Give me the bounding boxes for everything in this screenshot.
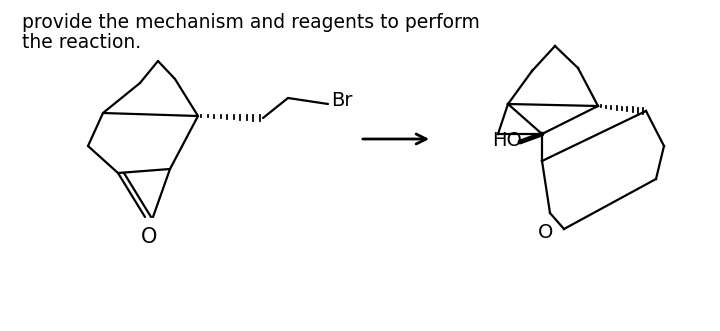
Text: Br: Br xyxy=(331,90,353,110)
Text: O: O xyxy=(141,227,157,247)
Text: HO: HO xyxy=(492,130,522,150)
Text: provide the mechanism and reagents to perform: provide the mechanism and reagents to pe… xyxy=(22,13,480,32)
Text: O: O xyxy=(539,223,554,242)
Text: the reaction.: the reaction. xyxy=(22,33,141,52)
